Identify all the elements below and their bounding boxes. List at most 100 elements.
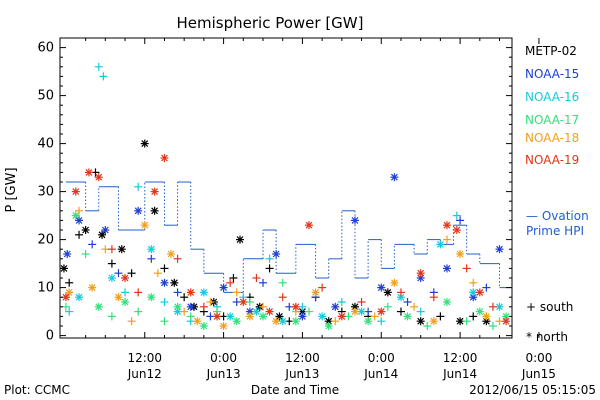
south-point-metp-02 [107,259,116,268]
north-point-metp-02 [383,288,392,297]
south-point-noaa-17 [278,278,287,287]
north-point-noaa-19 [94,173,103,182]
north-point-noaa-17 [291,317,300,326]
south-point-noaa-19 [396,288,405,297]
south-point-noaa-18 [153,269,162,278]
north-point-noaa-15 [298,312,307,321]
north-point-noaa-18 [219,322,228,330]
y-tick-label: 0 [46,329,54,344]
north-point-noaa-19 [265,307,274,316]
north-point-noaa-19 [239,298,248,306]
north-point-noaa-17 [71,211,80,220]
north-point-noaa-18 [429,317,438,326]
north-point-noaa-18 [456,250,465,258]
y-tick-label: 50 [37,89,54,104]
legend-entry-noaa-19: NOAA-19 [525,153,579,167]
north-point-noaa-15 [63,250,72,258]
north-point-noaa-16 [147,245,156,254]
south-point-noaa-19 [199,302,208,311]
x-date-label: Jun15 [521,367,556,381]
north-point-noaa-19 [416,269,425,278]
north-point-noaa-19 [160,154,169,162]
north-point-noaa-19 [475,288,484,297]
south-point-noaa-18 [469,278,478,287]
south-point-noaa-19 [488,302,497,311]
north-point-noaa-16 [495,302,504,311]
north-point-metp-02 [236,235,245,244]
x-tick-label: 12:00 [443,351,478,365]
south-point-metp-02 [265,264,274,273]
south-point-noaa-16 [377,317,386,326]
south-point-noaa-17 [107,312,116,321]
south-point-noaa-16 [134,182,143,191]
south-point-noaa-16 [99,72,108,81]
south-point-noaa-19 [429,293,438,302]
north-point-noaa-17 [199,322,208,330]
north-point-noaa-17 [259,312,268,321]
north-point-noaa-18 [167,250,176,258]
north-point-metp-02 [81,226,90,234]
north-point-noaa-19 [502,317,511,326]
north-point-noaa-19 [61,293,70,302]
south-point-noaa-19 [134,288,143,297]
north-point-noaa-16 [318,312,327,321]
x-tick-label: 12:00 [127,351,162,365]
south-point-metp-02 [160,264,169,273]
north-point-noaa-17 [403,312,412,321]
south-point-noaa-17 [61,302,70,311]
south-point-noaa-16 [416,307,425,316]
north-point-noaa-15 [219,283,228,292]
north-point-metp-02 [416,317,425,326]
south-point-metp-02 [229,274,238,282]
north-point-metp-02 [170,278,179,287]
north-point-noaa-18 [482,312,491,321]
north-point-noaa-17 [324,322,333,330]
south-point-noaa-16 [160,298,169,306]
south-point-metp-02 [127,269,136,278]
south-point-noaa-19 [357,298,366,306]
south-point-metp-02 [75,230,84,239]
south-point-noaa-18 [180,307,189,316]
legend-entry-noaa-15: NOAA-15 [525,67,579,81]
north-point-noaa-17 [147,293,156,302]
north-point-noaa-18 [193,317,202,326]
north-point-noaa-18 [65,288,74,297]
south-point-noaa-18 [75,206,84,215]
south-point-noaa-19 [462,264,471,273]
y-axis-label: P [GW] [4,167,19,212]
south-point-noaa-16 [265,254,274,263]
north-point-noaa-18 [114,293,123,302]
y-tick-label: 30 [37,185,54,200]
legend-entry-noaa-16: NOAA-16 [525,90,579,104]
south-point-noaa-17 [383,302,392,311]
north-point-noaa-18 [272,317,281,326]
north-point-noaa-17 [475,307,484,316]
legend-ovation-line2: Prime HPI [526,224,584,238]
south-point-noaa-18 [127,317,136,326]
legend-north-marker: * north [526,330,568,344]
north-point-noaa-18 [311,288,320,297]
x-axis-label: Date and Time [251,383,339,397]
x-tick-label: 12:00 [285,351,320,365]
north-point-noaa-19 [186,288,195,297]
legend-ovation-line1: — Ovation [526,209,589,223]
south-point-noaa-15 [403,298,412,306]
north-point-noaa-18 [140,221,149,230]
south-point-noaa-17 [304,307,313,316]
north-point-noaa-19 [304,221,313,230]
north-point-noaa-15 [331,302,340,311]
y-tick-label: 10 [37,281,54,296]
south-point-noaa-18 [206,298,215,306]
south-point-noaa-16 [65,307,74,316]
north-point-noaa-15 [272,250,281,258]
north-point-noaa-15 [75,216,84,225]
chart-title: Hemispheric Power [GW] [177,14,364,32]
north-point-noaa-19 [150,187,159,196]
x-date-label: Jun13 [284,367,319,381]
south-point-noaa-16 [121,288,130,297]
y-tick-label: 20 [37,233,54,248]
x-date-label: Jun14 [442,367,477,381]
data-points-layer [59,62,511,330]
north-point-noaa-19 [442,221,451,230]
x-tick-label: 0:00 [368,351,395,365]
